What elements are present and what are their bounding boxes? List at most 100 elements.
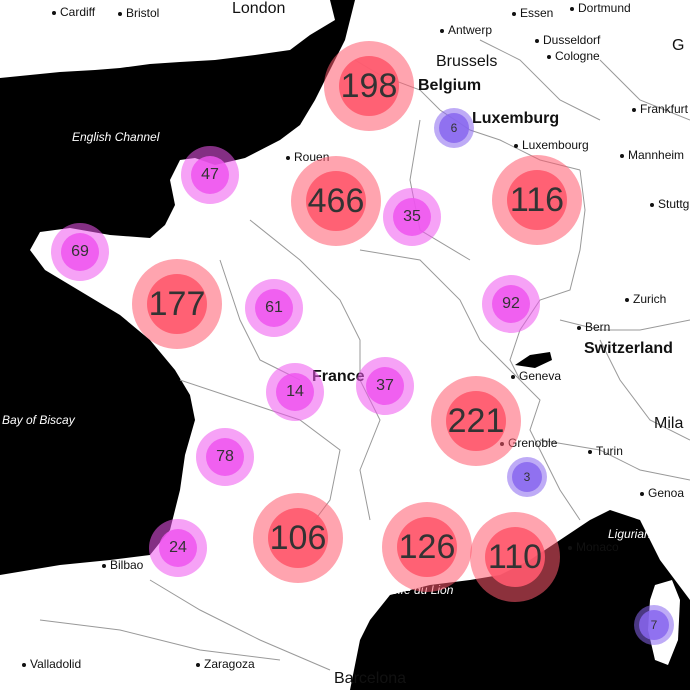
label-text: Genoa <box>648 486 685 500</box>
cluster-count: 6 <box>439 113 469 143</box>
label-text: Bilbao <box>110 558 144 572</box>
city-label: Turin <box>588 444 623 458</box>
cluster-marker[interactable]: 69 <box>51 223 109 281</box>
label-text: Luxemburg <box>472 110 560 127</box>
label-text: Switzerland <box>584 340 673 357</box>
cluster-marker[interactable]: 47 <box>181 146 239 204</box>
label-text: Stuttg <box>658 197 690 211</box>
label-text: Channel <box>2 31 47 45</box>
city-dot-icon <box>512 11 516 16</box>
cluster-count: 466 <box>306 171 366 231</box>
cluster-count: 14 <box>276 373 314 411</box>
label-text: Luxembourg <box>522 138 589 152</box>
cluster-count: 24 <box>159 529 197 567</box>
cluster-count: 61 <box>255 289 293 327</box>
label-text: G <box>672 37 685 54</box>
label-text: Bern <box>585 320 611 334</box>
cluster-marker[interactable]: 7 <box>634 605 674 645</box>
label-text: Antwerp <box>448 23 493 37</box>
city-dot-icon <box>650 202 654 207</box>
city-label: Stuttg <box>650 197 689 211</box>
cluster-marker[interactable]: 61 <box>245 279 303 337</box>
cluster-marker[interactable]: 106 <box>253 493 343 583</box>
city-dot-icon <box>102 563 106 568</box>
cluster-marker[interactable]: 177 <box>132 259 222 349</box>
city-dot-icon <box>632 107 636 112</box>
cluster-marker[interactable]: 37 <box>356 357 414 415</box>
city-label: Bristol <box>118 6 159 20</box>
city-dot-icon <box>625 297 629 302</box>
city-label: Antwerp <box>440 23 492 37</box>
cluster-marker[interactable]: 24 <box>149 519 207 577</box>
city-label: Zaragoza <box>196 657 255 671</box>
label-text: Barcelona <box>334 670 407 687</box>
city-dot-icon <box>547 54 551 59</box>
label-text: Dortmund <box>578 1 631 15</box>
water-label: English Channel <box>72 130 159 144</box>
city-label: Luxembourg <box>514 138 589 152</box>
city-label: Essen <box>512 6 553 20</box>
cluster-marker[interactable]: 3 <box>507 457 547 497</box>
cluster-marker[interactable]: 14 <box>266 363 324 421</box>
cluster-marker[interactable]: 126 <box>382 502 472 592</box>
cluster-marker[interactable]: 92 <box>482 275 540 333</box>
cluster-count: 198 <box>339 56 399 116</box>
city-dot-icon <box>570 6 574 11</box>
city-dot-icon <box>568 545 572 550</box>
city-dot-icon <box>440 28 444 33</box>
city-dot-icon <box>588 449 592 454</box>
cluster-count: 106 <box>268 508 328 568</box>
city-dot-icon <box>118 11 122 16</box>
label-text: Geneva <box>519 369 562 383</box>
city-label: Mannheim <box>620 148 684 162</box>
cluster-marker[interactable]: 110 <box>470 512 560 602</box>
label-text: Cardiff <box>60 5 96 19</box>
cluster-marker[interactable]: 6 <box>434 108 474 148</box>
cluster-marker[interactable]: 466 <box>291 156 381 246</box>
city-label: Monaco <box>568 540 619 554</box>
cluster-marker[interactable]: 35 <box>383 188 441 246</box>
city-label: Zurich <box>625 292 666 306</box>
cluster-count: 126 <box>397 517 457 577</box>
city-label: London <box>232 1 285 17</box>
water-label: Ligurian Sea <box>608 527 675 541</box>
cluster-count: 221 <box>446 391 506 451</box>
city-label: Dusseldorf <box>535 33 600 47</box>
cluster-count: 37 <box>366 367 404 405</box>
country-label: Belgium <box>418 78 481 94</box>
city-label: Frankfurt <box>632 102 688 116</box>
country-label: Luxemburg <box>472 110 560 127</box>
water-label: Channel <box>2 31 47 45</box>
label-text: Mannheim <box>628 148 685 162</box>
country-label: Switzerland <box>584 340 673 357</box>
label-text: Zurich <box>633 292 667 306</box>
city-dot-icon <box>640 491 644 496</box>
city-dot-icon <box>286 155 290 160</box>
label-text: Dusseldorf <box>543 33 601 47</box>
city-dot-icon <box>514 143 518 148</box>
cluster-count: 3 <box>512 462 542 492</box>
cluster-marker[interactable]: 116 <box>492 155 582 245</box>
city-dot-icon <box>535 38 539 43</box>
cluster-count: 110 <box>485 527 545 587</box>
city-label: Genoa <box>640 486 684 500</box>
city-label: G <box>672 37 685 54</box>
label-text: Turin <box>596 444 623 458</box>
country-label: France <box>312 369 364 385</box>
cluster-marker[interactable]: 78 <box>196 428 254 486</box>
cluster-marker[interactable]: 221 <box>431 376 521 466</box>
cluster-count: 116 <box>507 170 567 230</box>
city-label: Cardiff <box>52 5 95 19</box>
label-text: Zaragoza <box>204 657 255 671</box>
cluster-marker[interactable]: 198 <box>324 41 414 131</box>
label-text: Essen <box>520 6 554 20</box>
city-label: Bern <box>577 320 610 334</box>
city-dot-icon <box>577 325 581 330</box>
city-label: Bilbao <box>102 558 143 572</box>
label-text: Ligurian Sea <box>608 527 676 541</box>
cluster-count: 7 <box>639 610 669 640</box>
cluster-count: 78 <box>206 438 244 476</box>
city-dot-icon <box>620 153 624 158</box>
cluster-count: 177 <box>147 274 207 334</box>
